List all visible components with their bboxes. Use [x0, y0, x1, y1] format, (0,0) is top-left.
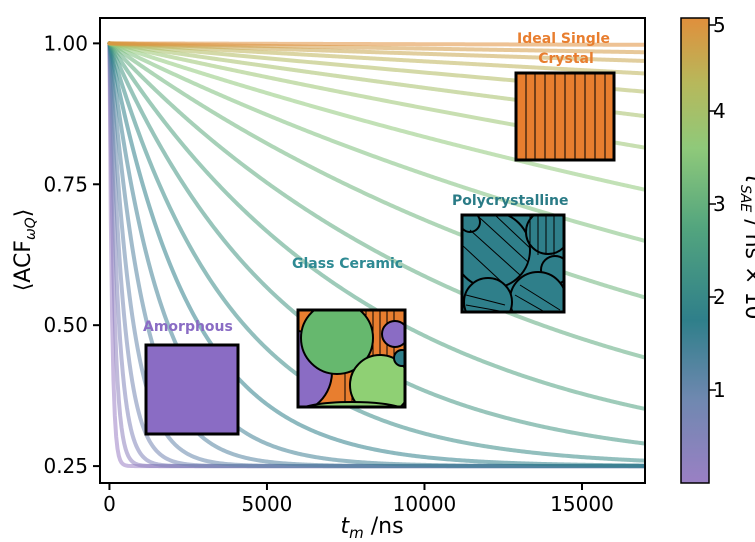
- x-tick-label: 0: [103, 492, 116, 516]
- series-line-14: [107, 41, 645, 192]
- y-tick-label: 0.75: [43, 172, 88, 196]
- x-tick-label: 10000: [393, 492, 457, 516]
- colorbar-ticks: 1 2 3 4 5: [709, 13, 726, 402]
- plot-frame: [99, 17, 646, 484]
- series-line-21: [107, 41, 645, 47]
- colorbar: [680, 17, 710, 484]
- series-line-18: [107, 41, 645, 76]
- annotation-polycrystalline: Polycrystalline: [452, 193, 568, 209]
- x-tick-label: 5000: [242, 492, 293, 516]
- x-tick-label: 15000: [550, 492, 614, 516]
- y-tick-label: 0.50: [43, 313, 88, 337]
- amorphous-square: [144, 343, 240, 436]
- colorbar-tick-label: 4: [713, 99, 726, 123]
- polycrystalline-square: [460, 213, 566, 314]
- colorbar-tick-label: 5: [713, 13, 726, 37]
- annotation-amorphous: Amorphous: [143, 319, 233, 335]
- y-axis-label: ⟨ACFωQ⟩: [11, 209, 39, 292]
- annotations: Amorphous Glass Ceramic: [143, 31, 616, 436]
- single-crystal-square: [514, 71, 616, 162]
- y-axis-ticks: 0.25 0.50 0.75 1.00: [43, 31, 100, 478]
- annotation-glass-ceramic: Glass Ceramic: [292, 256, 403, 272]
- colorbar-tick-label: 1: [713, 378, 726, 402]
- series-line-11: [107, 41, 645, 360]
- series-line-7: [107, 41, 645, 468]
- glass-ceramic-square: [296, 308, 407, 409]
- y-tick-label: 0.25: [43, 454, 88, 478]
- series-line-8: [107, 41, 645, 463]
- annotation-single-crystal: Ideal Single Crystal: [517, 31, 615, 67]
- colorbar-tick-label: 3: [713, 192, 726, 216]
- x-axis-label: tm /ns: [340, 514, 403, 542]
- y-tick-label: 1.00: [43, 31, 88, 55]
- colorbar-tick-label: 2: [713, 285, 726, 309]
- x-axis-ticks: 0 5000 10000 15000: [103, 483, 614, 516]
- colorbar-label: τSAE / ns × 106: [737, 172, 755, 329]
